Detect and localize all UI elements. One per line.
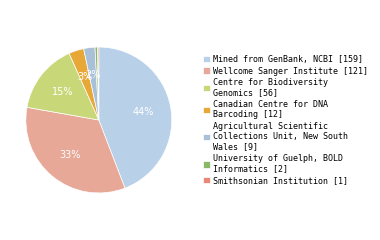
Wedge shape xyxy=(99,47,172,188)
Wedge shape xyxy=(95,47,99,120)
Text: 2%: 2% xyxy=(85,70,101,80)
Text: 3%: 3% xyxy=(77,72,92,82)
Wedge shape xyxy=(84,47,99,120)
Legend: Mined from GenBank, NCBI [159], Wellcome Sanger Institute [121], Centre for Biod: Mined from GenBank, NCBI [159], Wellcome… xyxy=(203,55,368,185)
Wedge shape xyxy=(27,53,99,120)
Wedge shape xyxy=(69,49,99,120)
Wedge shape xyxy=(98,47,99,120)
Text: 33%: 33% xyxy=(59,150,81,160)
Text: 15%: 15% xyxy=(52,87,74,97)
Text: 44%: 44% xyxy=(133,107,154,117)
Wedge shape xyxy=(26,107,125,193)
